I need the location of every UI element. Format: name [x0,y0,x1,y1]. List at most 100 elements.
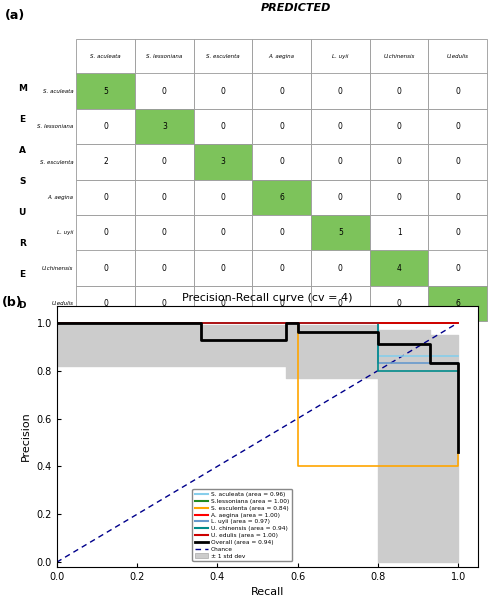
Bar [428,215,487,251]
Bar [194,215,252,251]
Bar [194,251,252,286]
Text: 0: 0 [221,228,225,237]
Text: 0: 0 [221,122,225,131]
Text: 6: 6 [280,193,284,202]
Text: S. esculenta: S. esculenta [40,160,73,164]
Y-axis label: Precision: Precision [21,412,31,461]
Bar [311,144,370,180]
Bar [135,39,194,73]
Text: 0: 0 [338,87,343,95]
Text: U: U [19,208,26,217]
Text: U.chinensis: U.chinensis [384,54,415,59]
Text: 0: 0 [221,87,225,95]
Bar [370,215,428,251]
Bar [135,251,194,286]
Bar [311,39,370,73]
Bar [76,215,135,251]
Bar [135,215,194,251]
Text: S. aculeata: S. aculeata [43,89,73,94]
Text: 0: 0 [162,193,167,202]
Text: A: A [19,146,26,155]
Text: (b): (b) [2,296,23,308]
Bar [370,39,428,73]
Bar [252,180,311,215]
Bar [311,109,370,144]
Text: 0: 0 [221,263,225,272]
Bar [194,109,252,144]
Text: 0: 0 [338,299,343,308]
Bar [194,39,252,73]
Bar [428,144,487,180]
Bar [252,251,311,286]
Bar [428,109,487,144]
Text: 0: 0 [104,228,108,237]
Bar [370,109,428,144]
Text: 0: 0 [280,228,284,237]
Text: 0: 0 [221,299,225,308]
Text: 0: 0 [397,193,401,202]
Bar [76,286,135,322]
Text: 0: 0 [456,228,460,237]
Text: 0: 0 [162,263,167,272]
Text: L. uyii: L. uyii [332,54,349,59]
Bar [252,286,311,322]
Bar [370,251,428,286]
Text: 0: 0 [162,228,167,237]
Text: E: E [19,271,25,280]
X-axis label: Recall: Recall [251,587,284,598]
Text: D: D [18,301,26,310]
Text: 0: 0 [280,87,284,95]
Bar [428,180,487,215]
Bar [370,286,428,322]
Text: 6: 6 [456,299,460,308]
Bar [370,144,428,180]
Bar [76,180,135,215]
Text: 0: 0 [456,122,460,131]
Bar [252,39,311,73]
Text: 0: 0 [456,87,460,95]
Text: 0: 0 [338,122,343,131]
Bar [428,73,487,109]
Bar [194,73,252,109]
Text: L. uyii: L. uyii [57,230,73,235]
Bar [311,180,370,215]
Text: 1: 1 [397,228,401,237]
Text: 0: 0 [104,263,108,272]
Text: U.edulis: U.edulis [51,301,73,306]
Text: 0: 0 [104,299,108,308]
Bar [76,39,135,73]
Text: 0: 0 [397,157,401,166]
Text: S. esculenta: S. esculenta [206,54,240,59]
Bar [76,144,135,180]
Bar [76,251,135,286]
Bar [135,109,194,144]
Text: 0: 0 [162,157,167,166]
Text: 5: 5 [338,228,343,237]
Text: 0: 0 [280,263,284,272]
Bar [252,144,311,180]
Text: U.chinensis: U.chinensis [42,266,73,271]
Text: 5: 5 [104,87,108,95]
Text: 0: 0 [456,193,460,202]
Bar [311,251,370,286]
Text: 0: 0 [456,263,460,272]
Bar [311,73,370,109]
Text: 0: 0 [162,299,167,308]
Text: S. lessoniana: S. lessoniana [37,124,73,129]
Bar [311,215,370,251]
Title: Precision-Recall curve (cv = 4): Precision-Recall curve (cv = 4) [182,292,352,302]
Bar [428,286,487,322]
Text: 0: 0 [338,263,343,272]
Bar [194,180,252,215]
Text: U.edulis: U.edulis [447,54,469,59]
Text: (a): (a) [5,9,25,22]
Text: 3: 3 [162,122,167,131]
Text: 0: 0 [280,122,284,131]
Text: 0: 0 [397,299,401,308]
Bar [252,109,311,144]
Bar [76,73,135,109]
Bar [252,73,311,109]
Text: 2: 2 [104,157,108,166]
Text: S: S [19,178,26,187]
Bar [194,286,252,322]
